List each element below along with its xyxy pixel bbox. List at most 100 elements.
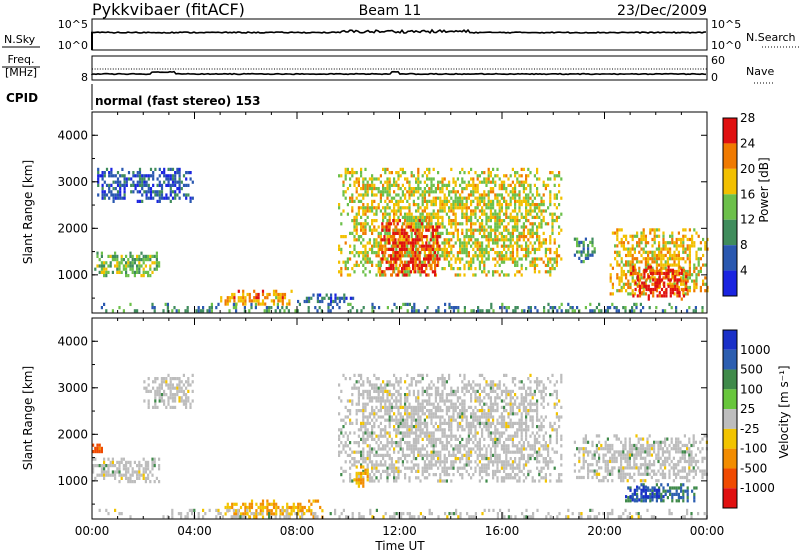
echo-cell [171,393,174,397]
echo-cell [392,241,395,245]
echo-cell [397,206,400,210]
echo-cell [445,196,448,200]
echo-cell [427,273,430,277]
echo-cell [366,241,369,245]
echo-cell [542,241,545,245]
echo-cell [366,180,369,184]
echo-cell [461,257,464,261]
echo-cell [285,306,288,310]
echo-cell [443,383,446,387]
echo-cell [582,250,585,254]
echo-cell [485,457,488,461]
echo-cell [443,251,446,255]
echo-cell [140,464,143,468]
echo-cell [426,402,429,406]
echo-cell [364,415,367,419]
echo-cell [485,418,488,422]
echo-cell [272,499,276,503]
echo-cell [613,306,616,310]
echo-cell [101,174,104,178]
echo-cell [448,193,451,197]
echo-cell [483,402,486,406]
echo-cell [242,289,245,293]
echo-cell [386,450,389,454]
echo-cell [616,237,619,242]
echo-cell [533,251,536,255]
echo-cell [345,296,348,300]
echo-cell [432,444,435,448]
colorbar-swatch [723,118,737,144]
echo-cell [105,470,108,474]
echo-cell [465,383,468,387]
echo-cell [338,270,341,274]
echo-cell [549,270,552,274]
echo-cell [408,203,411,207]
echo-cell [178,377,181,381]
echo-cell [393,473,396,477]
echo-cell [340,441,343,445]
echo-cell [395,405,398,409]
echo-cell [677,237,680,242]
echo-cell [507,203,510,207]
echo-cell [182,193,186,197]
echo-cell [694,309,697,313]
echo-cell [704,289,707,293]
echo-cell [386,389,389,393]
echo-cell [379,473,382,477]
echo-cell [540,225,543,229]
echo-cell [516,238,519,242]
echo-cell [439,450,442,454]
echo-cell [338,412,341,416]
echo-cell [459,466,462,470]
echo-cell [551,257,554,261]
echo-cell [432,441,435,445]
echo-cell [476,453,479,457]
echo-cell [415,405,418,409]
echo-cell [226,296,229,300]
colorbar-frame [722,117,738,297]
echo-cell [231,292,234,297]
echo-cell [649,276,652,280]
echo-cell [373,177,376,181]
echo-cell [500,209,503,213]
echo-cell [481,199,484,203]
echo-cell [454,437,457,441]
echo-cell [373,187,376,191]
echo-cell [388,190,391,194]
echo-cell [465,441,468,445]
echo-cell [507,206,510,210]
echo-cell [423,254,426,258]
echo-cell [118,460,121,464]
echo-cell [465,418,468,422]
echo-cell [538,206,541,210]
echo-cell [404,466,407,470]
echo-cell [167,402,170,406]
echo-cell [660,278,664,282]
echo-cell [385,260,388,264]
echo-cell [351,219,354,223]
echo-cell [465,254,468,258]
echo-cell [445,412,448,416]
echo-cell [399,444,402,448]
echo-cell [362,251,365,255]
echo-cell [640,247,643,251]
echo-cell [397,238,400,242]
echo-cell [261,515,265,519]
echo-cell [441,190,444,194]
echo-cell [151,254,154,258]
echo-cell [454,393,457,397]
echo-cell [430,418,433,422]
echo-cell [362,418,365,422]
echo-cell [342,260,345,264]
echo-cell [614,250,617,254]
echo-cell [353,441,356,445]
echo-cell [357,180,360,184]
echo-cell [483,267,486,271]
echo-cell [452,209,455,213]
echo-cell [353,183,356,187]
echo-cell [461,415,464,419]
echo-cell [379,409,382,413]
echo-cell [649,265,653,269]
echo-cell [516,180,519,184]
echo-cell [461,405,464,409]
